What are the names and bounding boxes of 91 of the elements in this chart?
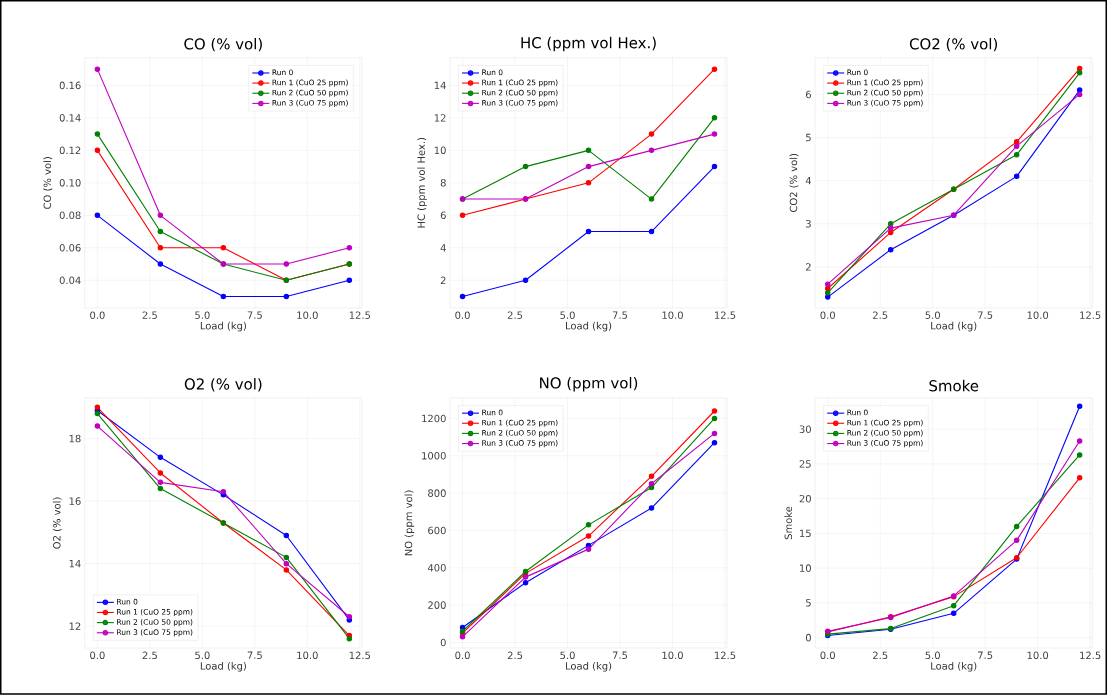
x-tick-label: 10.0 [1027,651,1049,660]
x-axis-title: Load (kg) [566,321,612,332]
x-tick-label: 5.0 [195,651,210,660]
y-axis-title: CO (% vol) [43,157,53,209]
y-tick-label: 10 [800,564,811,573]
x-tick-label: 2.5 [142,651,157,660]
x-tick-label: 10.0 [662,651,683,660]
y-tick-label: 14 [69,560,81,568]
y-tick-label: 200 [428,601,446,609]
x-tick-label: 0.0 [820,311,835,320]
x-tick-label: 7.5 [612,311,628,319]
y-tick-label: 1200 [422,414,446,423]
x-tick-label: 0.0 [90,311,105,320]
x-tick-label: 5.0 [560,311,575,320]
x-tick-label: 7.5 [612,651,628,660]
y-tick-label: 0.14 [59,114,81,122]
y-tick-label: 12 [434,114,446,122]
x-tick-label: 7.5 [247,311,262,319]
x-tick-label: 2.5 [873,311,888,320]
x-tick-label: 7.5 [978,651,993,660]
x-tick-label: 0.0 [455,311,470,320]
y-axis-title: Smoke [784,506,793,540]
y-tick-label: 14 [434,81,446,90]
x-tick-label: 5.0 [925,651,940,660]
x-tick-label: 12.5 [349,651,371,660]
y-axis-title: O2 (% vol) [52,497,62,549]
y-tick-label: 0.12 [59,146,81,155]
y-tick-label: 18 [69,434,81,443]
x-tick-label: 12.5 [1080,651,1101,660]
x-tick-label: 0.0 [820,651,835,660]
y-tick-label: 25 [799,460,811,468]
y-tick-label: 0.10 [59,179,81,187]
y-tick-label: 800 [428,489,446,497]
x-tick-label: 5.0 [195,311,210,320]
y-tick-label: 400 [427,564,446,572]
y-tick-label: 0.16 [59,81,81,90]
x-axis-title: Load (kg) [200,321,246,332]
x-tick-label: 5.0 [560,651,575,660]
y-tick-label: 12 [69,622,81,630]
y-tick-label: 3 [806,220,811,228]
x-tick-label: 7.5 [978,311,993,319]
x-axis-title: Load (kg) [566,662,612,672]
x-tick-label: 2.5 [873,651,888,660]
y-axis-title: CO2 (% vol) [789,154,799,213]
y-axis-title: HC (ppm vol Hex.) [417,138,427,228]
chart-title: O2 (% vol) [184,378,262,392]
y-tick-label: 20 [799,494,811,503]
y-tick-label: 0.06 [59,244,81,252]
y-tick-label: 2 [806,263,811,271]
x-tick-label: 7.5 [247,651,262,660]
y-tick-label: 16 [69,497,81,505]
y-tick-label: 0.04 [59,276,81,285]
x-tick-label: 12.5 [714,311,736,320]
x-tick-label: 10.0 [297,311,318,320]
x-tick-label: 12.5 [1080,311,1101,320]
x-tick-label: 5.0 [925,311,940,320]
x-tick-label: 10.0 [662,311,683,320]
y-tick-label: 5 [806,599,811,607]
y-tick-label: 600 [428,526,446,535]
y-tick-label: 5 [806,133,811,142]
x-tick-label: 2.5 [142,311,157,320]
chart-title: CO2 (% vol) [909,38,998,52]
y-tick-label: 6 [440,211,446,220]
y-tick-label: 4 [440,244,446,252]
y-tick-label: 2 [440,276,446,285]
x-tick-label: 12.5 [349,311,371,320]
x-tick-label: 0.0 [455,651,470,660]
y-tick-label: 0 [805,633,811,642]
x-tick-label: 2.5 [507,311,523,320]
x-axis-title: Load (kg) [931,321,977,332]
chart-title: NO (ppm vol) [540,377,638,392]
y-tick-label: 30 [799,425,811,434]
x-axis-title: Load (kg) [931,662,977,672]
y-tick-label: 6 [805,90,811,99]
chart-title: HC (ppm vol Hex.) [521,36,656,52]
x-tick-label: 2.5 [507,651,523,660]
chart-title: Smoke [929,379,979,392]
y-tick-label: 1000 [422,452,446,460]
y-tick-label: 4 [805,177,812,185]
y-axis-title: NO (ppm vol) [404,490,415,556]
x-tick-label: 10.0 [297,651,318,660]
y-tick-label: 0.08 [59,211,81,220]
y-tick-label: 15 [800,529,811,538]
chart-title: CO (% vol) [184,38,262,52]
y-tick-label: 0 [440,638,446,647]
x-axis-title: Load (kg) [200,662,246,672]
y-tick-label: 10 [434,146,446,155]
x-tick-label: 0.0 [90,651,105,660]
x-tick-label: 10.0 [1027,311,1049,320]
x-tick-label: 12.5 [714,651,736,660]
y-tick-label: 8 [440,179,446,187]
